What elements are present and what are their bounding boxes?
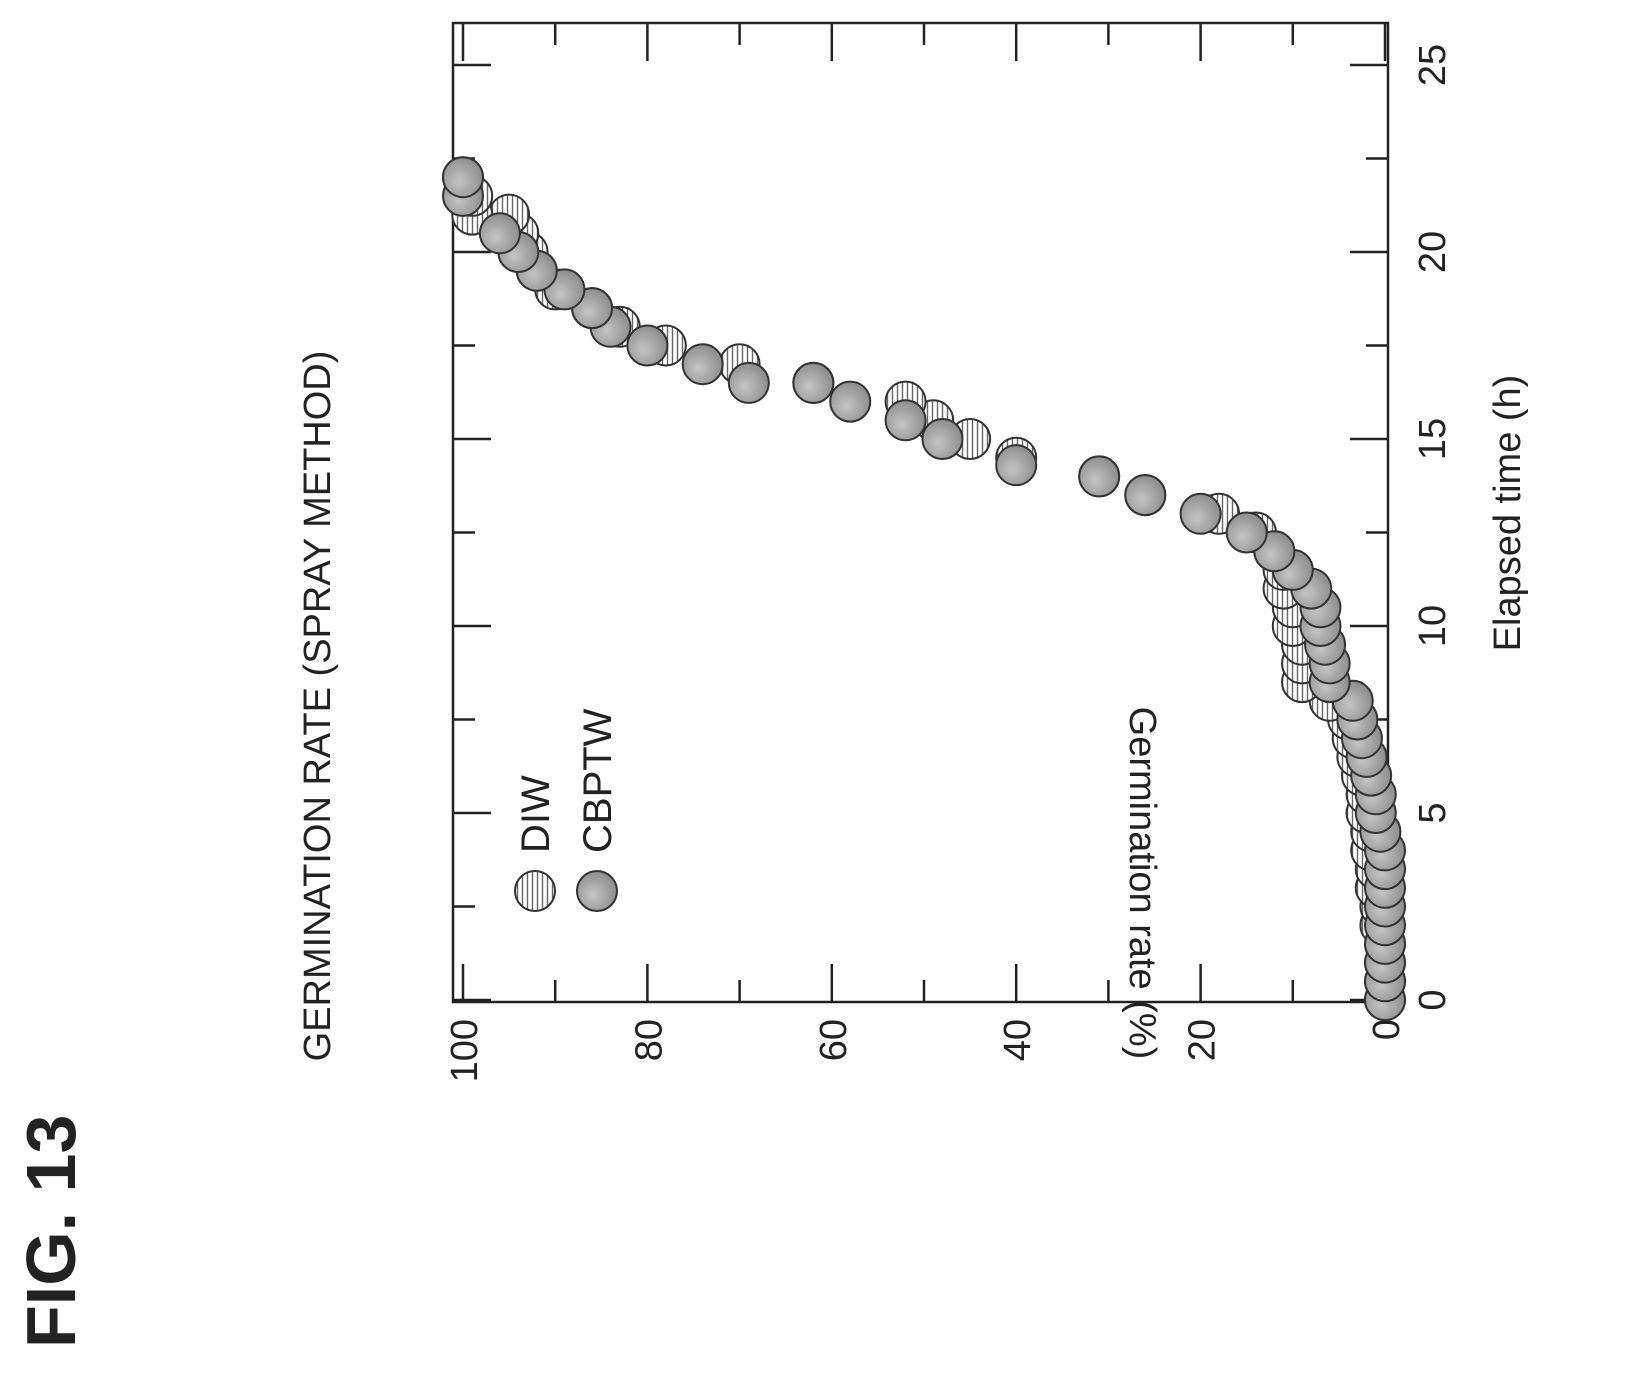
legend-label: CBPTW: [576, 708, 620, 853]
legend-marker: [576, 870, 618, 912]
y-tick-labels: 0 20 40 60 80 100: [444, 1019, 1408, 1082]
data-point: [921, 418, 964, 460]
y-tick-label: 80: [628, 1019, 670, 1061]
x-tick-labels: 0 5 10 15 20 25: [1412, 44, 1454, 1011]
data-point: [1179, 492, 1222, 535]
legend: DIW CBPTW: [514, 708, 620, 912]
y-axis-label: Germination rate (%): [1121, 707, 1163, 1060]
data-point: [626, 324, 669, 367]
legend-marker: [514, 870, 556, 912]
y-tick-label: 100: [444, 1019, 486, 1082]
data-point: [442, 156, 484, 199]
plot-area: [451, 21, 1390, 1004]
x-axis-label: Elapsed time (h): [1487, 375, 1529, 652]
data-point: [1225, 511, 1268, 554]
y-tick-label: 40: [997, 1019, 1039, 1061]
y-tick-label: 0: [1366, 1019, 1408, 1040]
figure-label: FIG. 13: [12, 1115, 90, 1348]
data-point: [727, 361, 770, 404]
data-point: [829, 380, 872, 423]
x-tick-label: 5: [1412, 802, 1454, 823]
data-point: [1124, 474, 1167, 517]
series-cbptw: [442, 156, 1406, 1021]
data-point: [1078, 455, 1121, 498]
x-tick-label: 20: [1412, 231, 1454, 273]
data-point: [478, 212, 521, 255]
chart: GERMINATION RATE (SPRAY METHOD) 0 5 10 15 20…: [297, 21, 1529, 1082]
y-tick-label: 20: [1182, 1019, 1224, 1061]
x-tick-label: 0: [1412, 989, 1454, 1010]
data-point: [681, 343, 724, 386]
chart-title: GERMINATION RATE (SPRAY METHOD): [297, 351, 339, 1062]
x-tick-label: 25: [1412, 44, 1454, 86]
data-point: [884, 399, 927, 442]
y-tick-label: 60: [813, 1019, 855, 1061]
data-points: [442, 156, 1406, 1021]
x-tick-label: 10: [1412, 605, 1454, 647]
legend-label: DIW: [514, 775, 558, 853]
x-tick-label: 15: [1412, 418, 1454, 460]
data-point: [995, 444, 1038, 487]
data-point: [792, 361, 835, 404]
